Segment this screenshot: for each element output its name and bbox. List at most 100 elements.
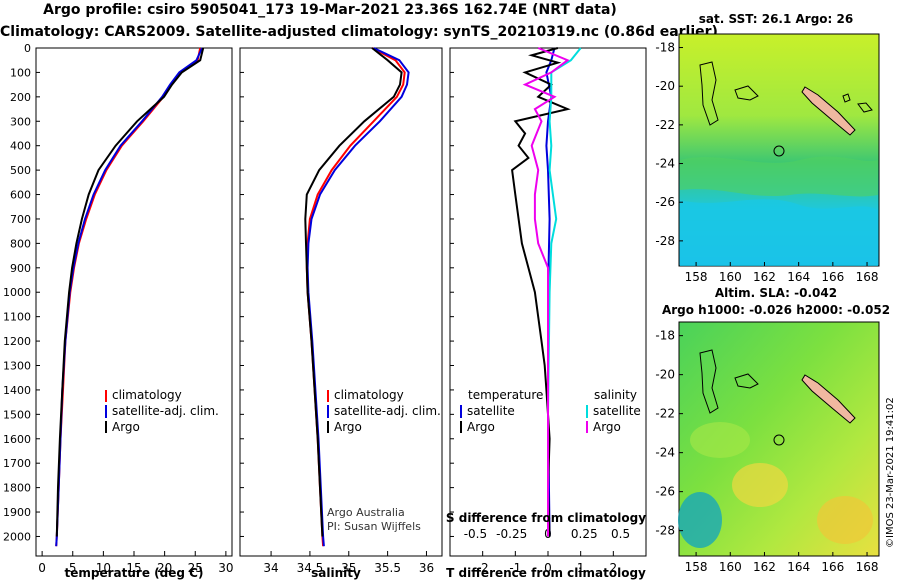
lat-tick-label: -22 — [655, 118, 675, 132]
series-climatology — [305, 47, 406, 547]
lat-tick-label: -26 — [655, 485, 675, 499]
temperature-legend: climatology satellite-adj. clim. Argo — [105, 388, 219, 434]
salinity-plot: 34 34.5 35 35.5 36 — [263, 47, 434, 575]
lon-tick-label: 166 — [821, 560, 844, 574]
lat-tick-label: -24 — [655, 446, 675, 460]
lon-tick-label: 164 — [787, 560, 810, 574]
legend-t-satellite-label: satellite — [467, 404, 515, 418]
series-temperature-argo — [511, 47, 571, 537]
sla-map-subtitle: Argo h1000: -0.026 h2000: -0.052 — [662, 303, 890, 317]
reef-contour — [699, 61, 719, 126]
sla-high-anomaly — [817, 496, 873, 544]
x-tick-label: 30 — [218, 561, 233, 575]
sla-low-anomaly — [678, 492, 722, 548]
x-tick-label: -2 — [477, 561, 489, 575]
legend-t-argo-label: Argo — [467, 420, 495, 434]
reef-contour — [699, 349, 719, 414]
new-caledonia-land — [801, 374, 856, 424]
lon-tick-label: 160 — [719, 560, 742, 574]
lon-tick-label: 160 — [719, 270, 742, 284]
lat-tick-label: -20 — [655, 368, 675, 382]
lon-tick-label: 162 — [753, 560, 776, 574]
depth-tick-label: 1100 — [3, 311, 31, 324]
island-contour — [842, 93, 851, 103]
legend-salinity-title: salinity — [594, 388, 637, 402]
series-argo — [55, 47, 205, 537]
sst-mid-water — [680, 156, 878, 197]
series-salinity-argo — [522, 47, 570, 537]
title-line-2: Climatology: CARS2009. Satellite-adjuste… — [0, 24, 718, 40]
depth-axis: 0 100 200 300 400 500 600 700 800 900 1000 1100 1200… — [3, 42, 454, 543]
depth-tick-label: 400 — [10, 140, 31, 153]
sst-map: 158 160 162 164 166 168 -18 -20 -22 -24 -26 -28 — [655, 33, 880, 284]
title-line-1: Argo profile: csiro 5905041_173 19-Mar-2… — [43, 2, 617, 18]
sst-map-title: sat. SST: 26.1 Argo: 26 — [699, 12, 853, 26]
legend-climatology-label: climatology — [112, 388, 182, 402]
series-argo — [304, 47, 403, 537]
depth-tick-label: 2000 — [3, 530, 31, 543]
x-tick-label: 35.5 — [374, 561, 401, 575]
lon-tick-label: 168 — [856, 560, 879, 574]
lon-tick-label: 158 — [685, 560, 708, 574]
temperature-plot: 0 5 10 15 20 25 30 — [38, 47, 234, 575]
lon-tick-label: 162 — [753, 270, 776, 284]
lat-tick-label: -18 — [655, 329, 675, 343]
credit-argo-australia: Argo Australia — [327, 506, 405, 519]
legend-temperature-title: temperature — [468, 388, 543, 402]
x-tick-label: 15 — [126, 561, 141, 575]
depth-tick-label: 1300 — [3, 360, 31, 373]
series-satellite-adj-clim- — [55, 47, 203, 547]
x-tick-label: 25 — [188, 561, 203, 575]
sla-map-axes: 158 160 162 164 166 168 -18 -20 -22 -24 -26 -28 — [655, 329, 878, 574]
depth-tick-label: 700 — [10, 213, 31, 226]
legend-climatology-label: climatology — [334, 388, 404, 402]
series-climatology — [55, 47, 202, 547]
depth-tick-label: 100 — [10, 66, 31, 79]
sla-mid-anomaly — [690, 422, 750, 458]
x-tick-label: 20 — [157, 561, 172, 575]
new-caledonia-land — [801, 86, 856, 136]
depth-tick-label: 1200 — [3, 335, 31, 348]
lat-tick-label: -26 — [655, 195, 675, 209]
lat-tick-label: -22 — [655, 407, 675, 421]
sst-map-axes: 158 160 162 164 166 168 -18 -20 -22 -24 -26 -28 — [655, 41, 878, 284]
x-tick-label: 5 — [69, 561, 77, 575]
x-tick-label: 34 — [263, 561, 278, 575]
lon-tick-label: 158 — [685, 270, 708, 284]
lat-tick-label: -28 — [655, 234, 675, 248]
float-position-marker — [773, 434, 785, 446]
depth-tick-label: 1900 — [3, 506, 31, 519]
depth-tick-label: 1600 — [3, 433, 31, 446]
depth-tick-label: 900 — [10, 262, 31, 275]
s-tick-label: 0.25 — [571, 527, 598, 541]
s-tick-label: 0.5 — [611, 527, 630, 541]
depth-tick-label: 600 — [10, 189, 31, 202]
difference-plot: -2 -1 0 1 2-0.5 -0.25 0 0.25 0.5 — [464, 47, 630, 575]
salinity-xlabel: salinity — [311, 566, 361, 580]
salinity-panel-frame — [239, 47, 443, 557]
legend-s-satellite-label: satellite — [593, 404, 641, 418]
s-tick-label: -0.5 — [464, 527, 487, 541]
float-position-marker — [773, 145, 785, 157]
sla-map: 158 160 162 164 166 168 -18 -20 -22 -24 -26 -28 — [655, 321, 880, 574]
legend-satellite-label: satellite-adj. clim. — [334, 404, 441, 418]
lat-tick-label: -24 — [655, 157, 675, 171]
series-satellite-adj-clim- — [306, 47, 410, 547]
lon-tick-label: 168 — [856, 270, 879, 284]
lat-tick-label: -28 — [655, 524, 675, 538]
sla-high-anomaly — [732, 463, 788, 507]
x-tick-label: 34.5 — [297, 561, 324, 575]
depth-tick-label: 1000 — [3, 286, 31, 299]
island-contour — [857, 102, 873, 113]
sst-cool-water — [680, 199, 878, 266]
legend-satellite-label: satellite-adj. clim. — [112, 404, 219, 418]
x-tick-label: 10 — [96, 561, 111, 575]
depth-tick-label: 200 — [10, 91, 31, 104]
lon-tick-label: 164 — [787, 270, 810, 284]
depth-tick-label: 1700 — [3, 457, 31, 470]
difference-xlabel-salinity: S difference from climatology — [446, 511, 646, 525]
x-tick-label: 0 — [544, 561, 552, 575]
series-salinity-satellite — [547, 47, 582, 537]
depth-tick-label: 1800 — [3, 482, 31, 495]
